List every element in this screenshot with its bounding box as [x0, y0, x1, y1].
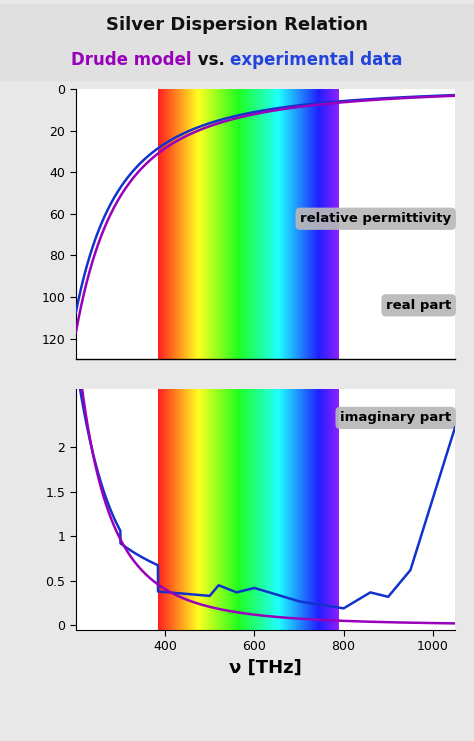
Text: Drude model: Drude model — [71, 51, 192, 69]
Text: vs.: vs. — [192, 51, 230, 69]
FancyBboxPatch shape — [0, 4, 474, 82]
Text: experimental data: experimental data — [230, 51, 403, 69]
Text: relative permittivity: relative permittivity — [300, 212, 451, 225]
Text: imaginary part: imaginary part — [340, 411, 451, 425]
Text: real part: real part — [386, 299, 451, 312]
Text: Silver Dispersion Relation: Silver Dispersion Relation — [106, 16, 368, 34]
X-axis label: ν [THz]: ν [THz] — [229, 659, 302, 677]
